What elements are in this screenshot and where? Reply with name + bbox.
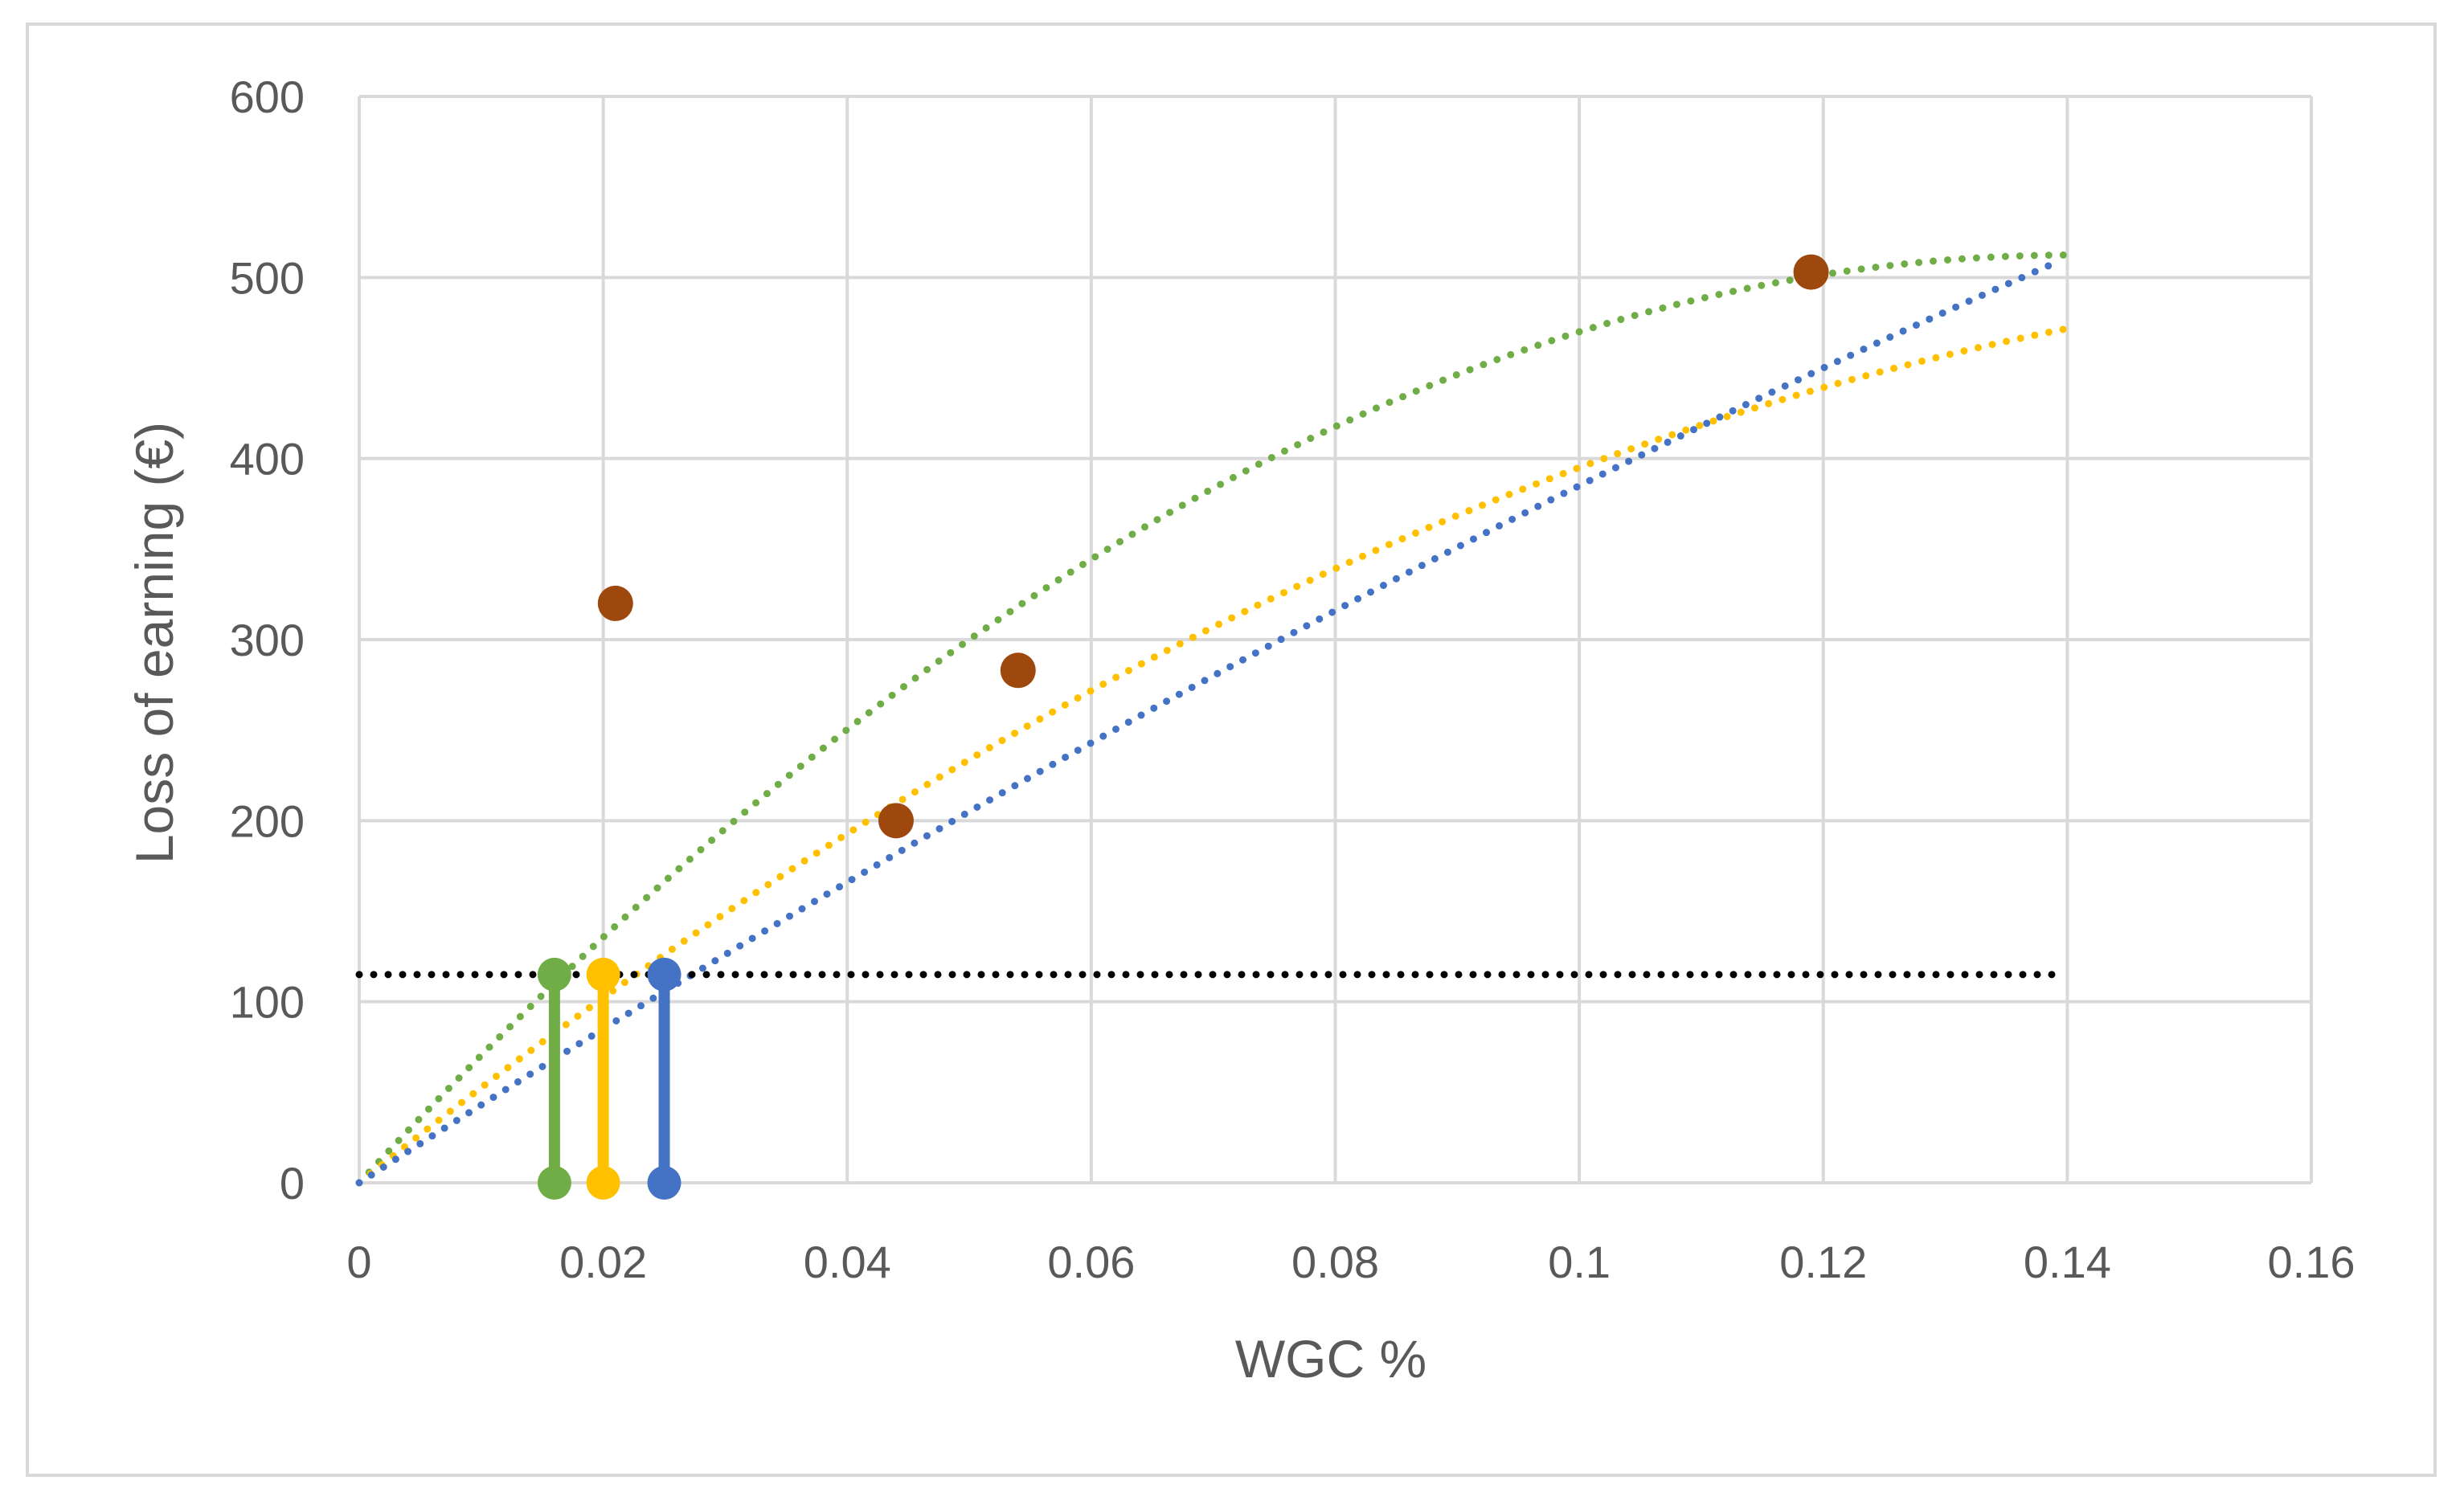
- drop-lines: [537, 957, 681, 1200]
- y-tick-label: 200: [230, 795, 305, 846]
- y-axis-tick-labels: 0 100 200 300 400 500 600: [230, 72, 305, 1208]
- data-point: [597, 585, 633, 621]
- yellow-drop-top-marker: [586, 957, 620, 992]
- x-tick-label: 0.12: [1779, 1237, 1867, 1287]
- data-point: [1793, 254, 1829, 290]
- observed-points: [597, 254, 1829, 839]
- x-tick-label: 0.02: [559, 1237, 647, 1287]
- y-tick-label: 0: [280, 1158, 305, 1208]
- x-tick-label: 0.06: [1047, 1237, 1135, 1287]
- green-drop-top-marker: [537, 957, 571, 992]
- yellow-trend: [355, 325, 2071, 1187]
- x-tick-label: 0: [346, 1237, 371, 1287]
- x-tick-label: 0.08: [1291, 1237, 1379, 1287]
- gridlines: [358, 95, 2313, 1184]
- chart-area: [26, 22, 2437, 1477]
- trend-lines: [355, 251, 2071, 1187]
- x-tick-label: 0.16: [2268, 1237, 2356, 1287]
- data-point: [1000, 652, 1036, 689]
- x-tick-label: 0.1: [1548, 1237, 1611, 1287]
- x-tick-label: 0.14: [2024, 1237, 2111, 1287]
- data-point: [878, 803, 914, 839]
- y-tick-label: 300: [230, 615, 305, 665]
- x-axis-tick-labels: 0 0.02 0.04 0.06 0.08 0.1 0.12 0.14 0.16: [346, 1237, 2355, 1287]
- x-tick-label: 0.04: [804, 1237, 891, 1287]
- blue-trend: [355, 259, 2059, 1187]
- y-tick-label: 500: [230, 252, 305, 303]
- y-axis-title: Loss of earning (€): [125, 422, 184, 864]
- yellow-drop-bottom-marker: [586, 1166, 620, 1200]
- y-tick-label: 100: [230, 977, 305, 1028]
- blue-drop-top-marker: [647, 957, 681, 992]
- y-tick-label: 600: [230, 72, 305, 122]
- green-drop-bottom-marker: [537, 1166, 571, 1200]
- blue-drop-bottom-marker: [647, 1166, 681, 1200]
- x-axis-title: WGC %: [1235, 1329, 1426, 1388]
- y-tick-label: 400: [230, 434, 305, 485]
